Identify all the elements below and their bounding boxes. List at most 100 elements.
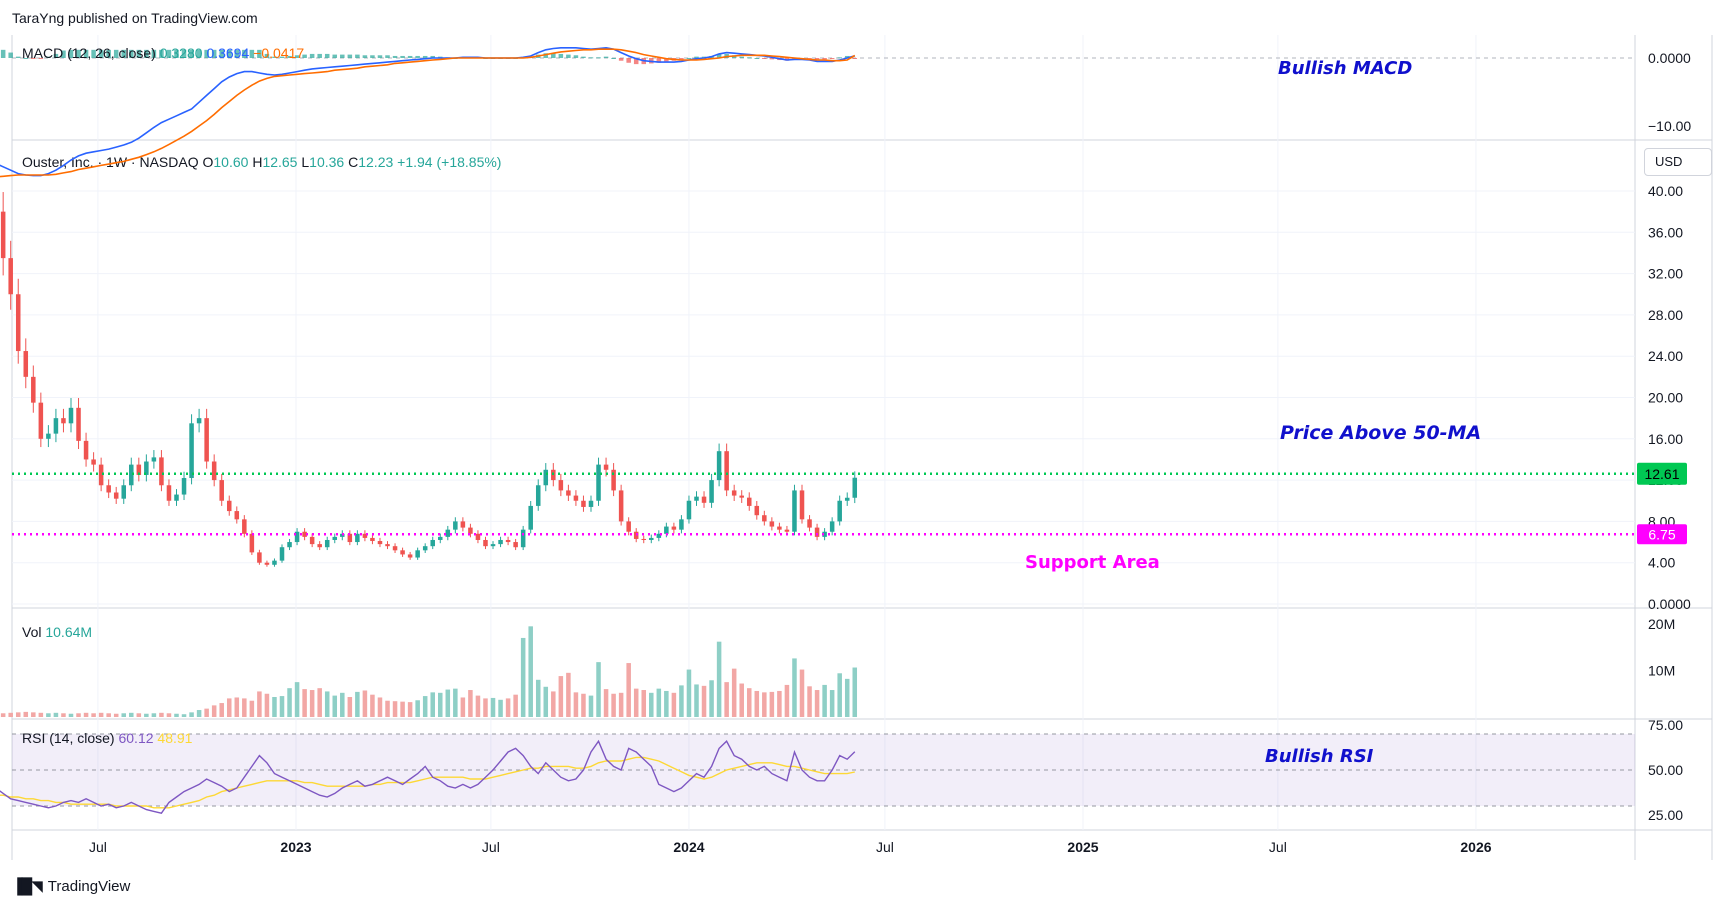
volume-bar xyxy=(355,691,360,717)
candle-body xyxy=(837,500,842,522)
candle-body xyxy=(317,544,322,548)
candle-body xyxy=(332,536,338,540)
macd-histogram-bar xyxy=(226,49,232,58)
macd-histogram-bar xyxy=(166,49,172,58)
candle-body xyxy=(53,418,59,434)
candle-body xyxy=(377,541,383,545)
macd-histogram-bar xyxy=(829,58,835,59)
macd-histogram-bar xyxy=(287,55,292,58)
candle-body xyxy=(430,539,435,547)
candle-body xyxy=(415,550,420,558)
volume-bar xyxy=(581,693,586,717)
macd-histogram-bar xyxy=(159,49,164,58)
macd-histogram-bar xyxy=(324,53,330,58)
volume-bar xyxy=(566,672,571,717)
macd-histogram-bar xyxy=(852,58,858,59)
candle-body xyxy=(174,494,179,501)
candle-body xyxy=(731,490,737,496)
time-tick-label: 2024 xyxy=(673,839,704,855)
candle-body xyxy=(724,451,729,491)
candle-body xyxy=(272,560,277,565)
macd-histogram-bar xyxy=(136,49,142,58)
volume-bar xyxy=(226,698,232,717)
macd-histogram-bar xyxy=(181,49,187,58)
macd-histogram-bar xyxy=(46,56,51,58)
volume-bar xyxy=(701,685,707,717)
candle-body xyxy=(709,480,714,503)
price-legend-part: C xyxy=(348,154,358,170)
candle-body xyxy=(113,492,119,499)
time-tick-label: Jul xyxy=(1269,839,1287,855)
volume-bar xyxy=(15,712,21,717)
macd-histogram-bar xyxy=(694,56,699,58)
macd-histogram-bar xyxy=(219,49,224,58)
volume-bar xyxy=(204,708,209,717)
volume-bar xyxy=(777,690,782,717)
volume-bar xyxy=(83,712,89,717)
macd-histogram-bar xyxy=(53,53,59,58)
volume-legend-part: Vol xyxy=(22,624,45,640)
candle-body xyxy=(792,490,797,532)
price-tick-label: 20.00 xyxy=(1648,390,1683,406)
rsi-legend-part: 60.12 xyxy=(118,730,157,746)
candle-body xyxy=(611,469,616,491)
volume-bar xyxy=(181,714,187,717)
macd-histogram-bar xyxy=(340,54,345,58)
volume-bar xyxy=(377,697,383,717)
volume-bar xyxy=(641,690,647,717)
price-tick-label: 4.00 xyxy=(1648,555,1675,571)
volume-bar xyxy=(189,712,194,717)
candle-body xyxy=(739,495,744,498)
candle-body xyxy=(520,529,526,548)
candle-body xyxy=(769,521,775,527)
candle-body xyxy=(279,547,285,561)
macd-histogram-bar xyxy=(196,49,202,58)
time-tick-label: Jul xyxy=(89,839,107,855)
macd-histogram-bar xyxy=(38,58,44,59)
macd-histogram-bar xyxy=(679,58,684,60)
time-tick-label: 2026 xyxy=(1460,839,1491,855)
macd-histogram-bar xyxy=(400,55,405,58)
candle-body xyxy=(46,433,51,439)
macd-line xyxy=(0,46,856,177)
volume-bar xyxy=(475,695,481,717)
macd-histogram-bar xyxy=(106,49,111,58)
macd-histogram-bar xyxy=(739,56,744,58)
price-legend-part: +1.94 (+18.85%) xyxy=(397,154,501,170)
candle-body xyxy=(8,258,13,295)
candle-body xyxy=(701,496,707,503)
candle-body xyxy=(777,526,782,530)
volume-bar xyxy=(724,682,729,717)
candle-body xyxy=(422,546,428,551)
candle-body xyxy=(581,500,586,507)
macd-histogram-bar xyxy=(211,49,217,58)
volume-bar xyxy=(76,713,81,717)
tradingview-logo-icon: ▐█◥ xyxy=(12,878,43,895)
volume-tick-label: 20M xyxy=(1648,616,1675,632)
volume-bar xyxy=(151,713,157,717)
candle-body xyxy=(324,539,330,548)
time-tick-label: 2025 xyxy=(1067,839,1098,855)
macd-histogram-bar xyxy=(686,58,692,59)
candle-body xyxy=(679,519,684,530)
price-legend-part: H xyxy=(252,154,262,170)
volume-bar xyxy=(498,699,503,717)
macd-histogram-bar xyxy=(566,54,571,58)
macd-histogram-bar xyxy=(272,56,277,58)
candle-body xyxy=(166,485,172,501)
volume-bar xyxy=(287,688,292,717)
currency-button[interactable]: USD xyxy=(1644,148,1712,176)
rsi-line xyxy=(0,739,856,814)
candle-body xyxy=(852,477,858,498)
macd-histogram-bar xyxy=(822,58,827,60)
volume-bar xyxy=(822,684,827,717)
volume-bar xyxy=(362,690,368,717)
macd-histogram-bar xyxy=(264,53,270,58)
macd-histogram-bar xyxy=(15,56,21,58)
candle-body xyxy=(754,505,760,516)
volume-bar xyxy=(302,689,307,717)
volume-bar xyxy=(332,695,338,717)
candle-body xyxy=(716,451,722,481)
volume-bar xyxy=(400,701,405,717)
